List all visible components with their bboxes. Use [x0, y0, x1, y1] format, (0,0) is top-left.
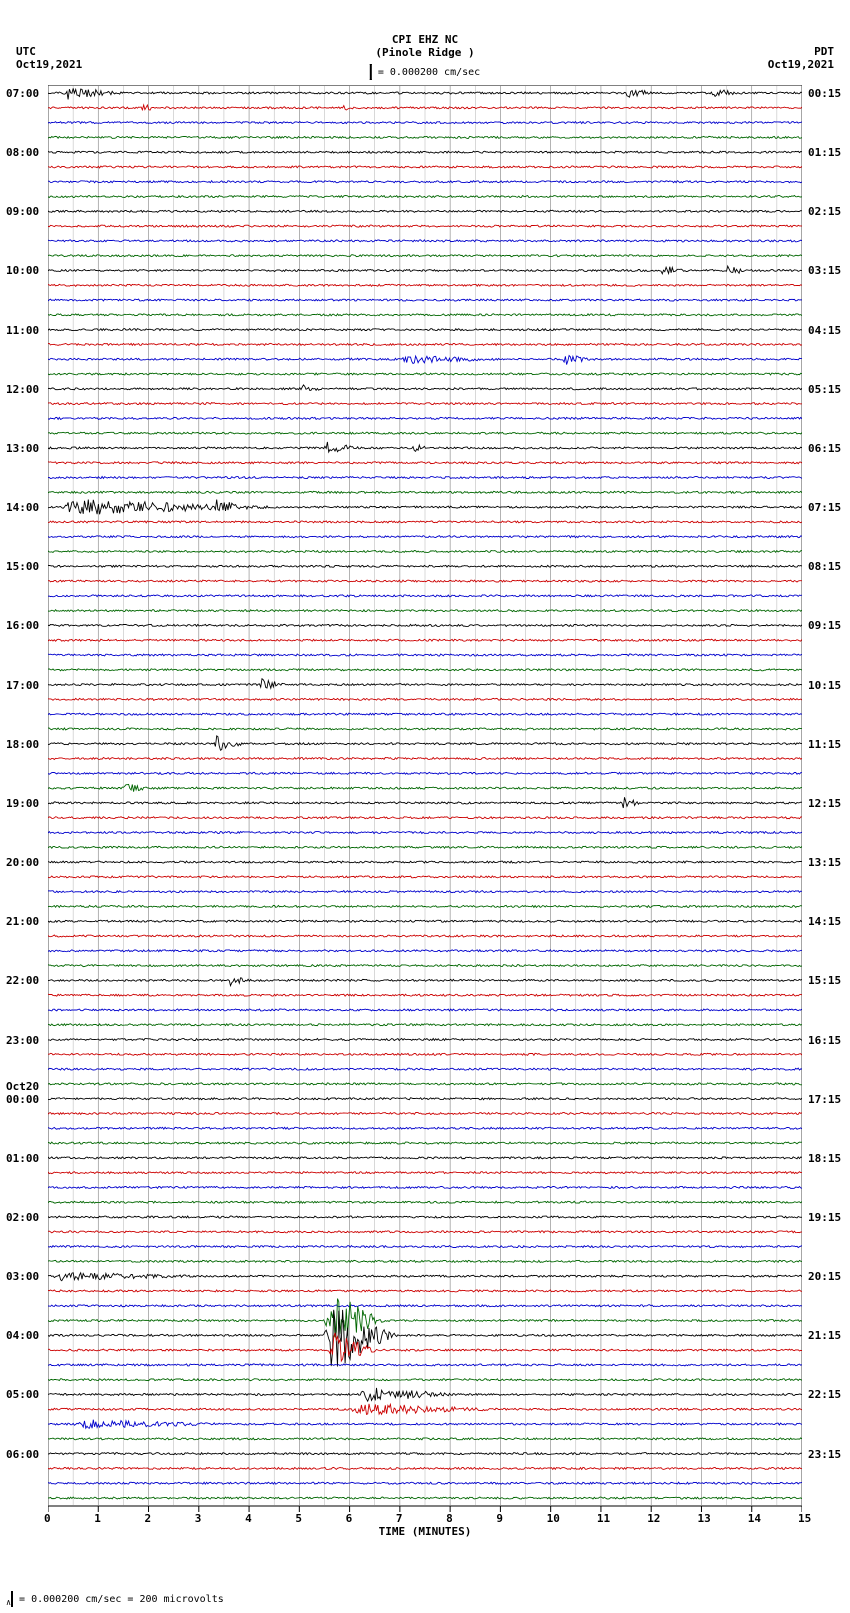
pdt-time-label: 11:15 — [808, 738, 841, 751]
utc-time-label: 17:00 — [6, 679, 39, 692]
utc-time-label: 10:00 — [6, 264, 39, 277]
plot-area — [48, 85, 802, 1538]
x-tick-label: 3 — [195, 1512, 202, 1525]
pdt-time-label: 15:15 — [808, 974, 841, 987]
station-title: CPI EHZ NC (Pinole Ridge ) — [375, 33, 474, 59]
x-axis-title: TIME (MINUTES) — [379, 1525, 472, 1538]
pdt-time-label: 10:15 — [808, 679, 841, 692]
seismogram-container: CPI EHZ NC (Pinole Ridge ) UTC Oct19,202… — [0, 0, 850, 1613]
utc-time-label: 12:00 — [6, 383, 39, 396]
utc-time-label: 18:00 — [6, 738, 39, 751]
pdt-time-label: 12:15 — [808, 797, 841, 810]
x-tick-label: 9 — [496, 1512, 503, 1525]
x-tick-label: 7 — [396, 1512, 403, 1525]
x-tick-label: 6 — [346, 1512, 353, 1525]
left-date: Oct19,2021 — [16, 58, 82, 71]
pdt-time-label: 02:15 — [808, 205, 841, 218]
left-tz: UTC — [16, 45, 82, 58]
pdt-time-label: 23:15 — [808, 1448, 841, 1461]
seismogram-svg — [48, 85, 802, 1538]
station-code: CPI EHZ NC — [375, 33, 474, 46]
footer-text: = 0.000200 cm/sec = 200 microvolts — [19, 1594, 224, 1605]
x-tick-label: 14 — [748, 1512, 761, 1525]
utc-time-label: 01:00 — [6, 1152, 39, 1165]
pdt-time-label: 06:15 — [808, 442, 841, 455]
pdt-time-label: 14:15 — [808, 915, 841, 928]
utc-time-label: 22:00 — [6, 974, 39, 987]
utc-time-label: 06:00 — [6, 1448, 39, 1461]
utc-time-label: 23:00 — [6, 1034, 39, 1047]
pdt-time-label: 22:15 — [808, 1388, 841, 1401]
x-tick-label: 1 — [94, 1512, 101, 1525]
utc-time-label: 04:00 — [6, 1329, 39, 1342]
utc-time-label: 21:00 — [6, 915, 39, 928]
pdt-time-label: 08:15 — [808, 560, 841, 573]
pdt-time-label: 04:15 — [808, 324, 841, 337]
utc-time-label: 02:00 — [6, 1211, 39, 1224]
pdt-time-label: 13:15 — [808, 856, 841, 869]
right-header: PDT Oct19,2021 — [768, 45, 834, 71]
utc-time-label: 08:00 — [6, 146, 39, 159]
utc-time-label: 16:00 — [6, 619, 39, 632]
x-tick-label: 4 — [245, 1512, 252, 1525]
pdt-time-label: 03:15 — [808, 264, 841, 277]
x-tick-label: 12 — [647, 1512, 660, 1525]
scale-bar-icon — [370, 64, 372, 80]
x-tick-label: 5 — [295, 1512, 302, 1525]
utc-time-label: 07:00 — [6, 87, 39, 100]
pdt-time-label: 09:15 — [808, 619, 841, 632]
scale-text: = 0.000200 cm/sec — [378, 67, 480, 78]
utc-time-label: 20:00 — [6, 856, 39, 869]
pdt-time-label: 07:15 — [808, 501, 841, 514]
pdt-time-label: 00:15 — [808, 87, 841, 100]
utc-time-label: 05:00 — [6, 1388, 39, 1401]
utc-time-label: 00:00 — [6, 1093, 39, 1106]
pdt-time-label: 16:15 — [808, 1034, 841, 1047]
x-tick-label: 8 — [446, 1512, 453, 1525]
x-tick-label: 11 — [597, 1512, 610, 1525]
utc-time-label: 09:00 — [6, 205, 39, 218]
pdt-time-label: 19:15 — [808, 1211, 841, 1224]
x-tick-label: 2 — [145, 1512, 152, 1525]
utc-time-label: 19:00 — [6, 797, 39, 810]
x-tick-label: 13 — [697, 1512, 710, 1525]
utc-time-label: 13:00 — [6, 442, 39, 455]
footer-bar-icon — [11, 1591, 13, 1607]
footer-scale: ∧ = 0.000200 cm/sec = 200 microvolts — [6, 1591, 224, 1607]
utc-time-label: 15:00 — [6, 560, 39, 573]
utc-date-label: Oct20 — [6, 1080, 39, 1093]
pdt-time-label: 21:15 — [808, 1329, 841, 1342]
pdt-time-label: 20:15 — [808, 1270, 841, 1283]
left-header: UTC Oct19,2021 — [16, 45, 82, 71]
scale-indicator: = 0.000200 cm/sec — [370, 64, 480, 80]
utc-time-label: 14:00 — [6, 501, 39, 514]
x-tick-label: 0 — [44, 1512, 51, 1525]
x-tick-label: 10 — [547, 1512, 560, 1525]
x-tick-label: 15 — [798, 1512, 811, 1525]
right-date: Oct19,2021 — [768, 58, 834, 71]
utc-time-label: 11:00 — [6, 324, 39, 337]
pdt-time-label: 18:15 — [808, 1152, 841, 1165]
pdt-time-label: 17:15 — [808, 1093, 841, 1106]
right-tz: PDT — [768, 45, 834, 58]
pdt-time-label: 05:15 — [808, 383, 841, 396]
utc-time-label: 03:00 — [6, 1270, 39, 1283]
pdt-time-label: 01:15 — [808, 146, 841, 159]
station-name: (Pinole Ridge ) — [375, 46, 474, 59]
